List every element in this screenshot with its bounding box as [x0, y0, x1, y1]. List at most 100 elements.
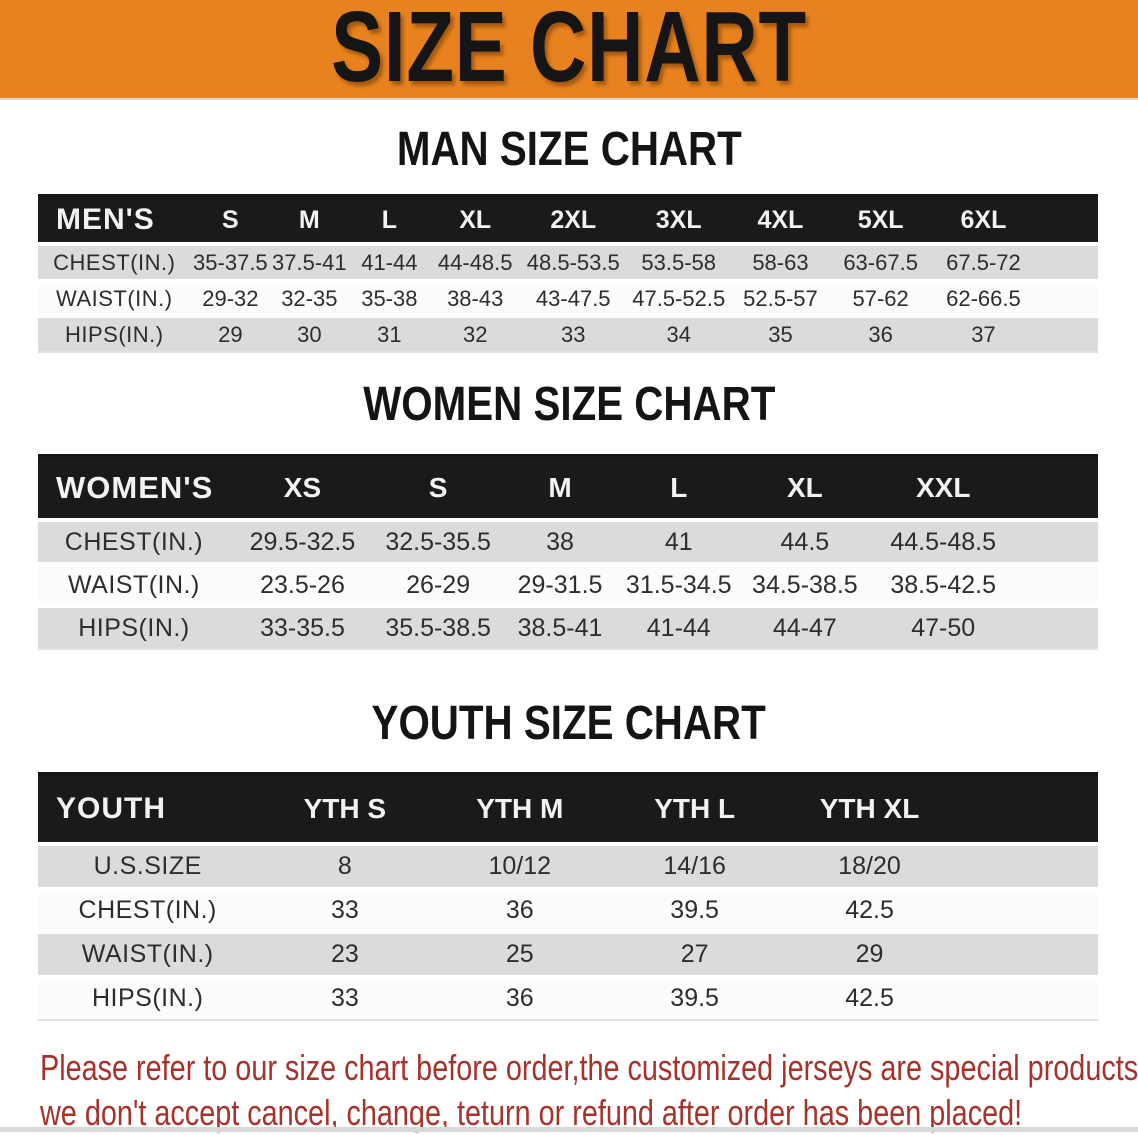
column-header: 4XL [731, 196, 830, 246]
size-cell: 36 [432, 976, 608, 1021]
spacer-cell [956, 774, 1098, 846]
banner-title: SIZE CHART [331, 0, 807, 100]
women-section-heading: WOMEN SIZE CHART [0, 381, 1138, 429]
size-cell: 33 [257, 976, 433, 1021]
size-cell: 27 [607, 932, 783, 978]
size-cell: 34 [626, 316, 732, 353]
size-cell: 47-50 [871, 606, 1016, 650]
size-cell: 43-47.5 [520, 280, 627, 318]
table-row: CHEST(IN.) 29.5-32.5 32.5-35.5 38 41 44.… [38, 520, 1098, 565]
row-label: HIPS(IN.) [38, 316, 191, 353]
heading-text: YOUTH SIZE CHART [371, 697, 767, 750]
row-label: U.S.SIZE [38, 844, 258, 890]
column-header: YTH XL [782, 774, 957, 846]
size-cell: 35-38 [348, 280, 431, 318]
table-header-label: YOUTH [38, 774, 258, 846]
size-cell: 18/20 [782, 844, 957, 890]
size-cell: 58-63 [731, 244, 830, 282]
size-cell: 30 [270, 316, 349, 353]
size-cell: 41 [618, 520, 739, 565]
size-cell: 62-66.5 [931, 280, 1036, 318]
size-cell: 44-47 [738, 606, 872, 650]
size-cell: 25 [432, 932, 608, 978]
size-cell: 63-67.5 [829, 244, 932, 282]
heading-text: MAN SIZE CHART [396, 123, 742, 176]
row-label: WAIST(IN.) [38, 280, 191, 318]
column-header: 2XL [520, 196, 627, 246]
women-size-table: WOMEN'S XS S M L XL XXL CHEST(IN.) 29.5-… [38, 454, 1098, 650]
size-cell: 38.5-42.5 [871, 563, 1016, 608]
spacer-cell [1035, 196, 1098, 246]
size-cell: 33-35.5 [229, 606, 376, 650]
youth-size-section: YOUTH SIZE CHART YOUTH YTH S YTH M YTH L… [0, 700, 1138, 1021]
column-header: 6XL [931, 196, 1036, 246]
table-header-row: MEN'S S M L XL 2XL 3XL 4XL 5XL 6XL [38, 196, 1098, 246]
size-cell: 39.5 [607, 888, 783, 934]
column-header: M [270, 196, 349, 246]
spacer-cell [1015, 520, 1098, 565]
row-label: HIPS(IN.) [38, 976, 258, 1021]
table-row: U.S.SIZE 8 10/12 14/16 18/20 [38, 844, 1098, 890]
size-cell: 31.5-34.5 [618, 563, 739, 608]
size-cell: 39.5 [607, 976, 783, 1021]
table-row: WAIST(IN.) 23.5-26 26-29 29-31.5 31.5-34… [38, 563, 1098, 608]
column-header: L [348, 196, 431, 246]
column-header: XXL [871, 456, 1016, 522]
size-cell: 14/16 [607, 844, 783, 890]
table-header-row: WOMEN'S XS S M L XL XXL [38, 456, 1098, 522]
table-row: CHEST(IN.) 35-37.5 37.5-41 41-44 44-48.5… [38, 244, 1098, 282]
disclaimer-line-1: Please refer to our size chart before or… [40, 1047, 1138, 1088]
spacer-cell [1035, 244, 1098, 282]
bottom-edge-strip [0, 1127, 1138, 1132]
size-cell: 38-43 [430, 280, 521, 318]
size-cell: 23 [257, 932, 433, 978]
youth-section-heading: YOUTH SIZE CHART [0, 700, 1138, 748]
spacer-cell [956, 976, 1098, 1021]
man-section-heading: MAN SIZE CHART [0, 126, 1138, 174]
size-cell: 29 [190, 316, 271, 353]
size-cell: 44.5-48.5 [871, 520, 1016, 565]
column-header: S [190, 196, 271, 246]
disclaimer: Please refer to our size chart before or… [40, 1045, 1138, 1135]
size-cell: 48.5-53.5 [520, 244, 627, 282]
size-cell: 41-44 [348, 244, 431, 282]
size-cell: 10/12 [432, 844, 608, 890]
size-cell: 44.5 [738, 520, 872, 565]
spacer-cell [956, 888, 1098, 934]
size-cell: 32-35 [270, 280, 349, 318]
size-cell: 42.5 [782, 976, 957, 1021]
spacer-cell [1035, 280, 1098, 318]
row-label: CHEST(IN.) [38, 888, 258, 934]
size-cell: 29 [782, 932, 957, 978]
size-cell: 36 [829, 316, 932, 353]
size-cell: 41-44 [618, 606, 739, 650]
size-cell: 57-62 [829, 280, 932, 318]
spacer-cell [956, 844, 1098, 890]
size-cell: 29-32 [190, 280, 271, 318]
column-header: M [501, 456, 619, 522]
column-header: 5XL [829, 196, 932, 246]
table-row: WAIST(IN.) 29-32 32-35 35-38 38-43 43-47… [38, 280, 1098, 318]
table-row: HIPS(IN.) 33-35.5 35.5-38.5 38.5-41 41-4… [38, 606, 1098, 650]
size-cell: 23.5-26 [229, 563, 376, 608]
size-cell: 35-37.5 [190, 244, 271, 282]
size-chart-banner: SIZE CHART [0, 0, 1138, 100]
column-header: YTH L [607, 774, 783, 846]
size-cell: 42.5 [782, 888, 957, 934]
row-label: CHEST(IN.) [38, 520, 230, 565]
size-cell: 8 [257, 844, 433, 890]
size-cell: 35 [731, 316, 830, 353]
women-size-section: WOMEN SIZE CHART WOMEN'S XS S M L XL XXL… [0, 381, 1138, 650]
column-header: XS [229, 456, 376, 522]
column-header: YTH S [257, 774, 433, 846]
column-header: XL [430, 196, 521, 246]
size-cell: 53.5-58 [626, 244, 732, 282]
size-cell: 33 [520, 316, 627, 353]
size-cell: 32.5-35.5 [375, 520, 502, 565]
column-header: S [375, 456, 502, 522]
column-header: YTH M [432, 774, 608, 846]
column-header: L [618, 456, 739, 522]
size-cell: 35.5-38.5 [375, 606, 502, 650]
size-cell: 47.5-52.5 [626, 280, 732, 318]
size-cell: 26-29 [375, 563, 502, 608]
